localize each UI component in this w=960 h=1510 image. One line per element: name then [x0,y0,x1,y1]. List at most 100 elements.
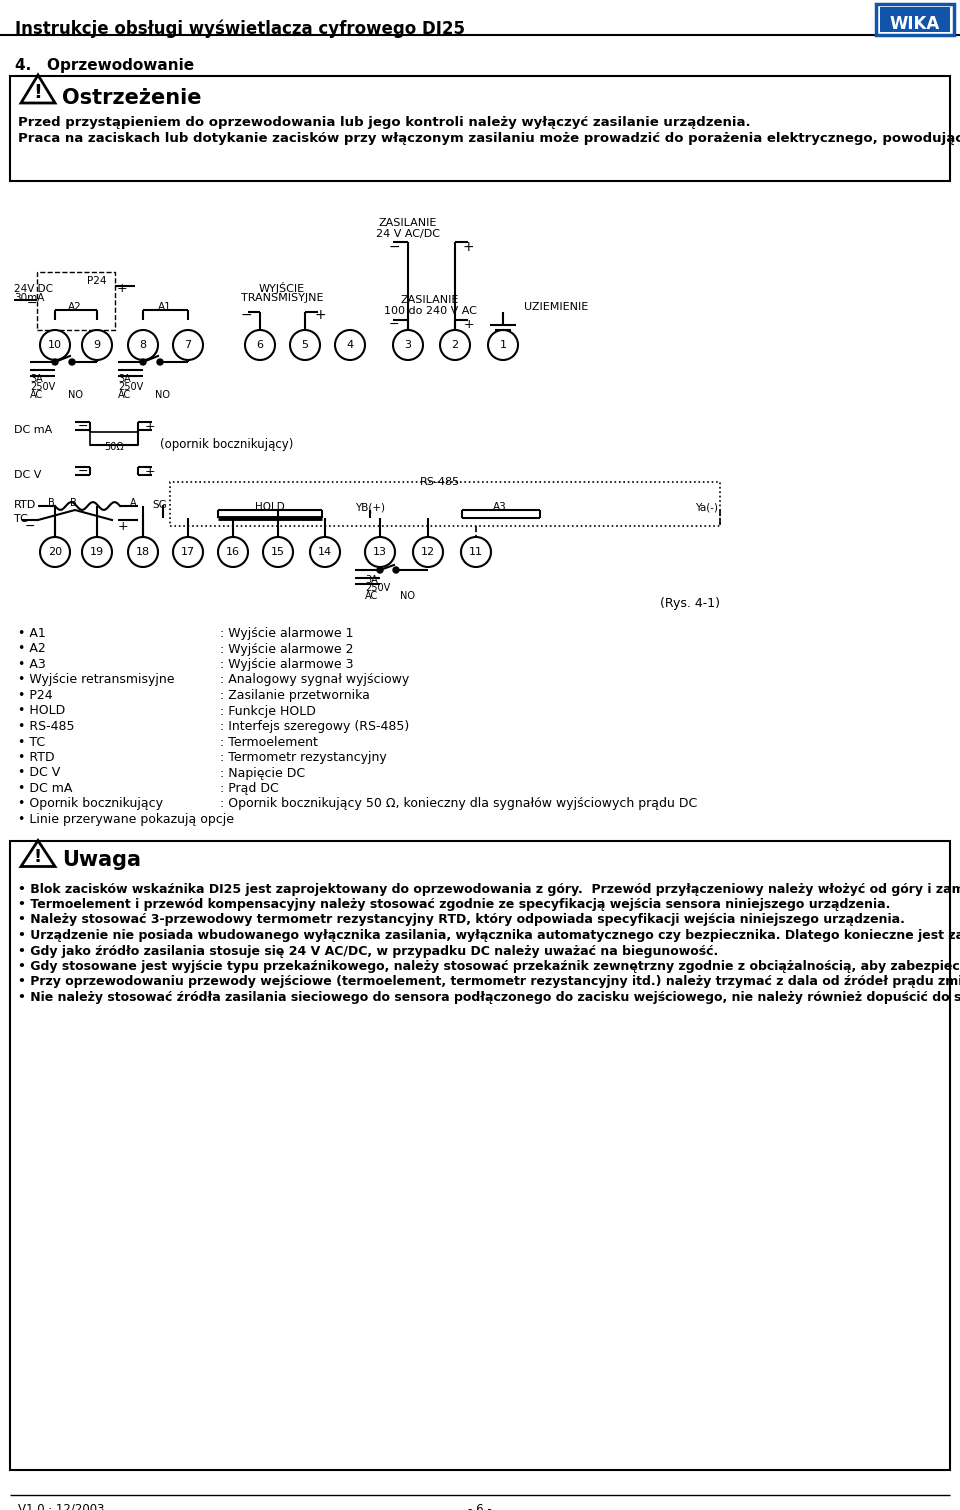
Text: !: ! [34,849,42,867]
Circle shape [440,331,470,359]
Text: DC mA: DC mA [14,424,52,435]
Circle shape [173,331,203,359]
Text: SG: SG [152,500,167,510]
Bar [170,482,720,525]
Text: 16: 16 [226,547,240,557]
Text: A1: A1 [158,302,172,313]
Text: 50Ω: 50Ω [104,442,124,451]
Circle shape [393,566,399,572]
Bar [10,841,950,1471]
Text: • RTD: • RTD [18,750,55,764]
Text: !: ! [34,83,42,103]
Text: 12: 12 [420,547,435,557]
Text: Ostrzeżenie: Ostrzeżenie [62,88,202,109]
Circle shape [263,538,293,566]
Circle shape [377,566,383,572]
Text: 250V: 250V [118,382,143,393]
Bar [880,8,950,32]
Text: AC: AC [118,390,132,400]
Text: A3: A3 [493,501,507,512]
Text: 3A: 3A [30,374,43,384]
Text: 250V: 250V [30,382,56,393]
Circle shape [218,538,248,566]
Bar [37,272,115,331]
Text: • Urządzenie nie posiada wbudowanego wyłącznika zasilania, wyłącznika automatycz: • Urządzenie nie posiada wbudowanego wył… [18,929,960,942]
Text: −: − [25,519,35,533]
Text: UZIEMIENIE: UZIEMIENIE [524,302,588,313]
Text: : Termoelement: : Termoelement [220,735,318,749]
Circle shape [173,538,203,566]
Text: : Termometr rezystancyjny: : Termometr rezystancyjny [220,750,387,764]
Text: 4.   Oprzewodowanie: 4. Oprzewodowanie [15,57,194,72]
Circle shape [310,538,340,566]
Text: • Termoelement i przewód kompensacyjny należy stosować zgodnie ze specyfikacją w: • Termoelement i przewód kompensacyjny n… [18,898,890,911]
Circle shape [40,538,70,566]
Text: 30mA: 30mA [14,293,44,304]
Text: 20: 20 [48,547,62,557]
Text: : Zasilanie przetwornika: : Zasilanie przetwornika [220,689,370,702]
Text: • Należy stosować 3-przewodowy termometr rezystancyjny RTD, który odpowiada spec: • Należy stosować 3-przewodowy termometr… [18,914,905,927]
Text: : Analogowy sygnał wyjściowy: : Analogowy sygnał wyjściowy [220,673,409,687]
Text: 24 V AC/DC: 24 V AC/DC [376,230,440,239]
Text: 1: 1 [499,340,507,350]
Text: −: − [240,308,252,322]
Text: • Opornik bocznikujący: • Opornik bocznikujący [18,797,163,811]
Text: • DC mA: • DC mA [18,782,72,794]
Text: 3A: 3A [118,374,131,384]
Text: 9: 9 [93,340,101,350]
Text: : Wyjście alarmowe 2: : Wyjście alarmowe 2 [220,642,353,655]
Text: 19: 19 [90,547,104,557]
Text: Uwaga: Uwaga [62,850,141,870]
Text: • Przy oprzewodowaniu przewody wejściowe (termoelement, termometr rezystancyjny : • Przy oprzewodowaniu przewody wejściowe… [18,975,960,989]
Text: −: − [389,319,399,331]
Text: 6: 6 [256,340,263,350]
Circle shape [335,331,365,359]
Circle shape [40,331,70,359]
Text: WIKA: WIKA [890,15,940,33]
Text: • DC V: • DC V [18,767,60,779]
Text: 11: 11 [469,547,483,557]
Text: 7: 7 [184,340,192,350]
Text: TC: TC [14,513,28,524]
Text: YB(+): YB(+) [355,501,385,512]
Circle shape [365,538,395,566]
Circle shape [290,331,320,359]
Text: B: B [70,498,77,507]
Text: −: − [78,465,88,479]
Text: −: − [389,240,400,254]
Circle shape [128,538,158,566]
Text: • HOLD: • HOLD [18,705,65,717]
Text: : Napięcie DC: : Napięcie DC [220,767,305,779]
Text: 17: 17 [180,547,195,557]
Bar [90,432,138,445]
Text: ZASILANIE: ZASILANIE [379,217,437,228]
Text: 250V: 250V [365,583,391,593]
Text: Instrukcje obsługi wyświetlacza cyfrowego DI25: Instrukcje obsługi wyświetlacza cyfroweg… [15,20,465,38]
Text: (Rys. 4-1): (Rys. 4-1) [660,596,720,610]
Text: • Nie należy stosować źródła zasilania sieciowego do sensora podłączonego do zac: • Nie należy stosować źródła zasilania s… [18,991,960,1004]
Text: : Funkcje HOLD: : Funkcje HOLD [220,705,316,717]
Text: −: − [78,420,88,433]
Polygon shape [21,841,55,867]
Text: • RS-485: • RS-485 [18,720,75,732]
Text: • Gdy jako źródło zasilania stosuje się 24 V AC/DC, w przypadku DC należy uważać: • Gdy jako źródło zasilania stosuje się … [18,944,718,957]
Circle shape [245,331,275,359]
Text: ZASILANIE: ZASILANIE [401,294,459,305]
Text: TRANSMISYJNE: TRANSMISYJNE [241,293,324,304]
Text: NO: NO [400,590,415,601]
Text: 4: 4 [347,340,353,350]
Text: • Linie przerywane pokazują opcje: • Linie przerywane pokazują opcje [18,812,234,826]
Circle shape [157,359,163,365]
Text: DC V: DC V [14,470,41,480]
Text: +: + [145,420,156,433]
Text: - 6 -: - 6 - [468,1502,492,1510]
Text: V1.0 · 12/2003: V1.0 · 12/2003 [18,1502,105,1510]
Text: WYJŚCIE: WYJŚCIE [259,282,305,294]
Text: • A3: • A3 [18,658,46,670]
Text: 14: 14 [318,547,332,557]
Text: : Opornik bocznikujący 50 Ω, konieczny dla sygnałów wyjściowych prądu DC: : Opornik bocznikujący 50 Ω, konieczny d… [220,797,697,811]
Text: +: + [464,319,474,331]
Circle shape [69,359,75,365]
Text: • A1: • A1 [18,627,46,640]
Circle shape [393,331,423,359]
